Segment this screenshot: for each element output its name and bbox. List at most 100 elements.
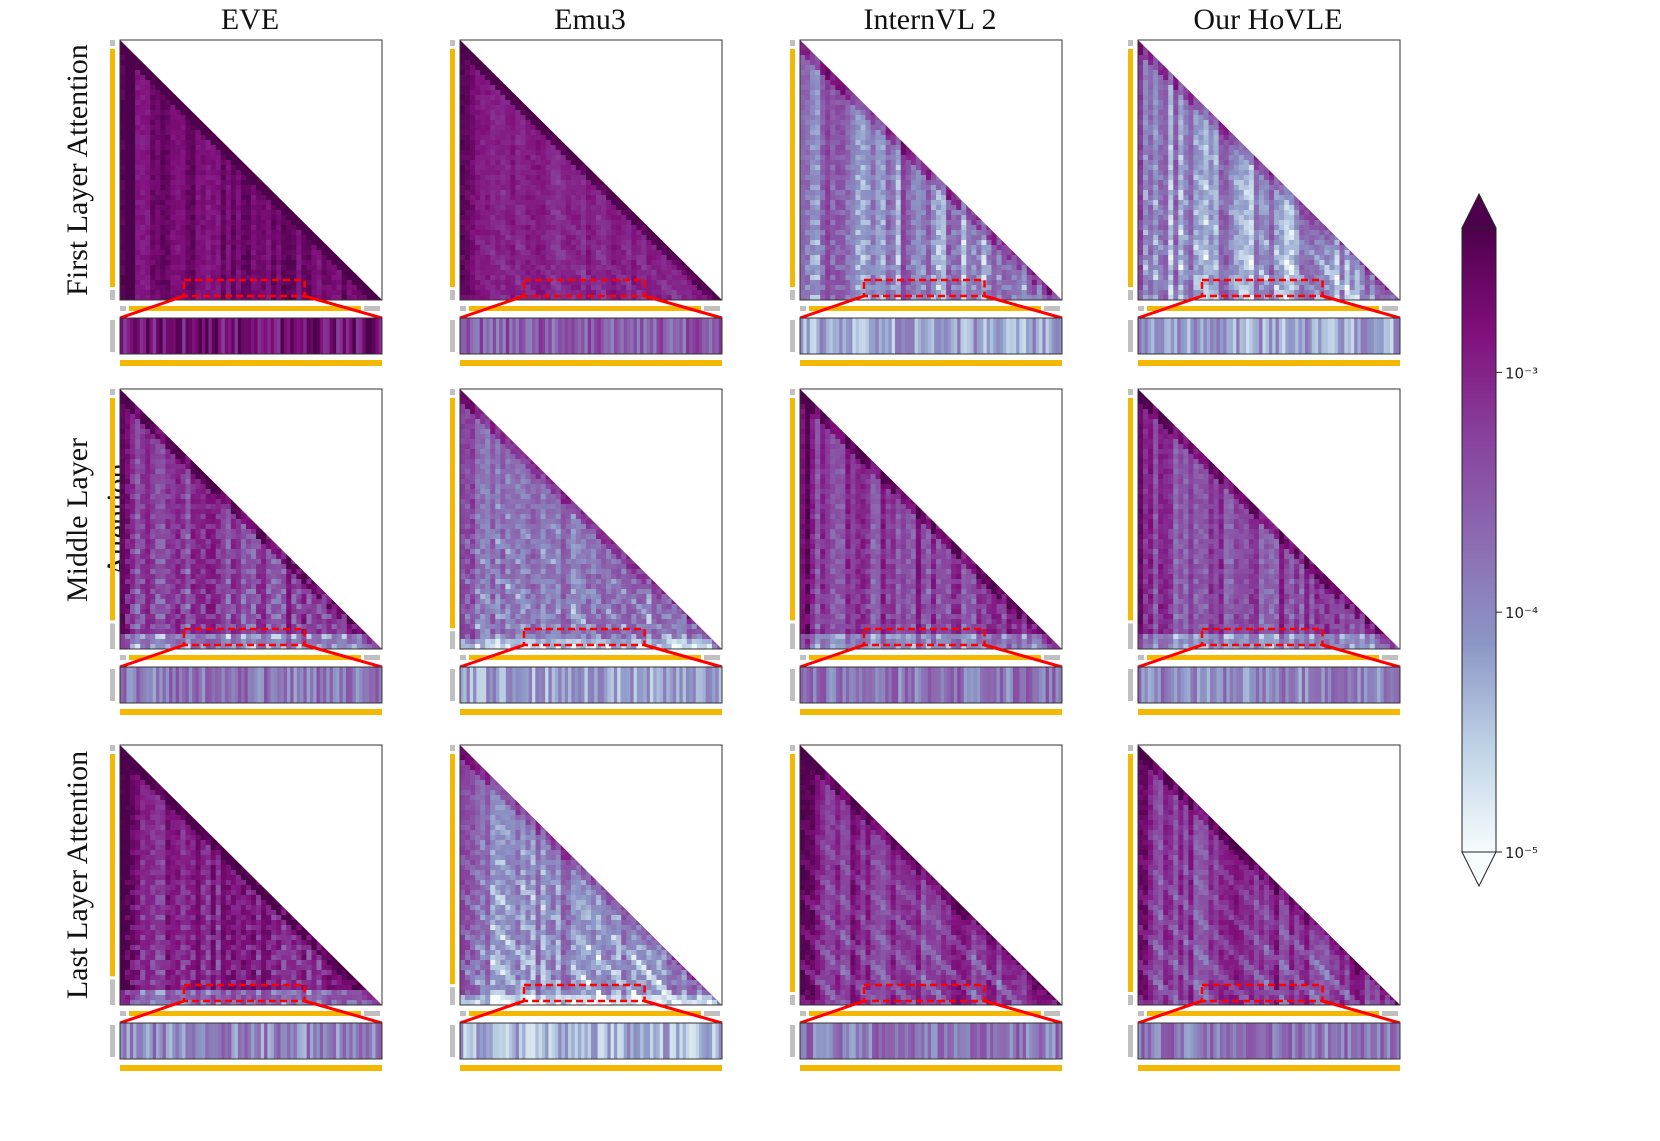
attention-cell <box>210 205 217 211</box>
attention-cell <box>900 200 907 206</box>
attention-cell <box>505 210 511 216</box>
attention-cell <box>1238 200 1245 206</box>
attention-cell <box>240 285 247 291</box>
attention-cell <box>880 245 887 251</box>
attention-cell <box>135 170 141 176</box>
attention-cell <box>130 190 136 196</box>
attention-cell <box>540 240 547 246</box>
attention-cell <box>195 215 201 221</box>
attention-cell <box>560 280 567 286</box>
zoom-strip-column <box>613 318 618 354</box>
attention-cell <box>910 235 917 241</box>
attention-cell <box>510 90 516 96</box>
attention-cell <box>1168 155 1174 161</box>
attention-cell <box>870 295 876 300</box>
attention-cell <box>130 85 136 91</box>
attention-cell <box>1168 90 1174 96</box>
attention-cell <box>570 260 577 266</box>
attention-cell <box>1213 175 1219 181</box>
attention-cell <box>155 100 161 106</box>
attention-cell <box>160 265 166 271</box>
attention-cell <box>296 260 302 266</box>
attention-cell <box>545 220 552 226</box>
attention-cell <box>1294 200 1300 206</box>
attention-cell <box>850 225 856 231</box>
attention-cell <box>215 195 222 201</box>
attention-cell <box>1188 115 1194 121</box>
attention-cell <box>215 250 222 256</box>
attention-cell <box>825 110 831 116</box>
attention-cell <box>840 110 846 116</box>
attention-cell <box>825 70 831 76</box>
attention-cell <box>286 290 292 296</box>
attention-cell <box>845 125 851 131</box>
attention-cell <box>1168 115 1174 121</box>
attention-cell <box>1163 150 1169 156</box>
attention-cell <box>185 270 191 276</box>
attention-cell <box>281 200 287 206</box>
attention-cell <box>596 295 602 300</box>
attention-cell <box>125 155 131 161</box>
attention-cell <box>490 120 496 126</box>
attention-cell <box>875 280 881 286</box>
attention-cell <box>1188 195 1194 201</box>
attention-cell <box>1001 270 1007 276</box>
attention-cell <box>815 220 821 226</box>
attention-cell <box>1203 115 1209 121</box>
attention-cell <box>961 290 967 296</box>
attention-cell <box>1188 190 1194 196</box>
attention-cell <box>240 170 247 176</box>
attention-cell <box>810 200 816 206</box>
attention-cell <box>135 250 141 256</box>
attention-cell <box>1006 290 1012 296</box>
attention-cell <box>225 150 232 156</box>
attention-cell <box>470 80 476 86</box>
attention-cell <box>805 190 811 196</box>
attention-cell <box>830 215 836 221</box>
attention-cell <box>331 255 338 261</box>
attention-cell <box>195 285 201 291</box>
attention-cell <box>815 55 821 61</box>
attention-cell <box>130 145 136 151</box>
attention-cell <box>885 260 892 266</box>
attention-cell <box>890 200 897 206</box>
attention-cell <box>805 285 811 291</box>
attention-cell <box>580 230 587 236</box>
attention-cell <box>266 210 272 216</box>
attention-cell <box>966 275 972 281</box>
attention-cell <box>505 200 511 206</box>
zoom-strip-column <box>283 318 288 354</box>
attention-cell <box>555 155 562 161</box>
attention-cell <box>336 275 343 281</box>
attention-cell <box>805 50 811 56</box>
attention-cell <box>495 260 501 266</box>
attention-cell <box>1158 180 1164 186</box>
attention-cell <box>1269 185 1275 191</box>
attention-cell <box>530 175 536 181</box>
attention-cell <box>835 225 841 231</box>
zoom-strip-column <box>878 318 883 354</box>
attention-cell <box>170 245 176 251</box>
attention-cell <box>220 140 227 146</box>
attention-cell <box>235 240 242 246</box>
attention-cell <box>520 230 526 236</box>
attention-cell <box>530 225 536 231</box>
attention-cell <box>920 165 927 171</box>
attention-cell <box>480 70 486 76</box>
attention-cell <box>905 165 912 171</box>
attention-cell <box>606 205 612 211</box>
attention-cell <box>266 240 272 246</box>
attention-cell <box>341 280 348 286</box>
attention-cell <box>885 150 892 156</box>
attention-cell <box>1178 115 1184 121</box>
attention-cell <box>961 250 967 256</box>
zoom-strip-column <box>829 318 834 354</box>
attention-cell <box>475 115 481 121</box>
attention-cell <box>840 160 846 166</box>
attention-cell <box>495 165 501 171</box>
zoom-strip-column <box>375 318 380 354</box>
attention-cell <box>1223 165 1230 171</box>
attention-cell <box>601 250 607 256</box>
attention-cell <box>145 90 151 96</box>
attention-cell <box>890 175 897 181</box>
